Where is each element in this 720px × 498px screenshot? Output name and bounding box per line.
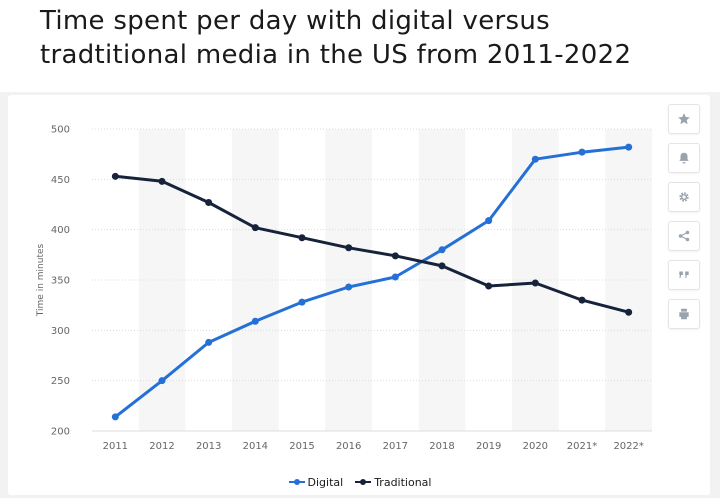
series-points — [111, 143, 633, 421]
notification-button[interactable] — [668, 143, 700, 173]
data-point-digital — [111, 413, 119, 421]
data-point-digital — [158, 377, 166, 385]
data-point-traditional — [485, 282, 493, 290]
data-point-digital — [205, 338, 213, 346]
gridlines — [92, 128, 652, 432]
x-tick-label: 2012 — [149, 441, 174, 452]
quote-icon — [677, 268, 691, 282]
data-point-digital — [578, 148, 586, 156]
y-tick-label: 300 — [51, 326, 70, 337]
data-point-traditional — [205, 198, 213, 206]
legend-item-traditional[interactable]: Traditional — [355, 476, 431, 489]
y-tick-label: 500 — [51, 125, 70, 136]
gear-icon — [677, 190, 691, 204]
y-tick-label: 350 — [51, 276, 70, 287]
data-point-digital — [391, 273, 399, 281]
y-tick-label: 200 — [51, 427, 70, 438]
data-point-traditional — [345, 244, 353, 252]
data-point-digital — [251, 317, 259, 325]
title-area: Time spent per day with digital versus t… — [0, 0, 720, 92]
bell-icon — [677, 151, 691, 165]
x-tick-label: 2016 — [336, 441, 361, 452]
data-point-traditional — [391, 252, 399, 260]
cite-button[interactable] — [668, 260, 700, 290]
series-line-digital — [114, 145, 629, 419]
series-line-traditional — [115, 174, 630, 314]
column-band — [418, 129, 466, 431]
share-icon — [677, 229, 691, 243]
data-point-traditional — [251, 224, 259, 232]
chart-card: 200 250 300 350 400 450 500 2011 2012 2013 2014 20… — [8, 95, 710, 495]
data-point-digital — [298, 298, 306, 306]
data-point-traditional — [111, 172, 119, 180]
y-tick-label: 450 — [51, 175, 70, 186]
legend-item-digital[interactable]: Digital — [288, 475, 344, 489]
favorite-button[interactable] — [668, 104, 700, 134]
x-tick-label: 2021* — [567, 441, 597, 452]
data-point-traditional — [531, 279, 539, 287]
x-tick-label: 2018 — [429, 441, 454, 452]
chart-legend: Digital Traditional — [0, 474, 720, 490]
y-tick-label: 250 — [51, 376, 70, 387]
x-tick-label: 2019 — [476, 441, 501, 452]
legend-swatch-digital — [288, 477, 305, 487]
data-point-traditional — [438, 262, 446, 270]
x-tick-label: 2015 — [289, 441, 314, 452]
x-tick-label: 2017 — [383, 441, 408, 452]
data-point-digital — [438, 246, 446, 254]
share-button[interactable] — [668, 221, 700, 251]
page-title: Time spent per day with digital versus t… — [40, 6, 632, 70]
settings-button[interactable] — [668, 182, 700, 212]
legend-label-digital: Digital — [307, 475, 344, 489]
star-icon — [677, 112, 691, 126]
x-axis-ticks: 2011 2012 2013 2014 2015 2016 2017 2018 2019 2020… — [103, 441, 644, 452]
data-point-traditional — [298, 234, 306, 242]
y-axis-ticks: 200 250 300 350 400 450 500 — [51, 125, 70, 438]
data-point-digital — [485, 217, 493, 225]
y-axis-label: Time in minutes — [36, 244, 46, 318]
data-point-digital — [531, 155, 539, 163]
chart-toolbar — [668, 104, 700, 338]
x-tick-label: 2020 — [523, 441, 548, 452]
legend-swatch-traditional — [355, 477, 372, 487]
x-tick-label: 2013 — [196, 441, 221, 452]
data-point-traditional — [578, 296, 586, 304]
x-tick-label: 2022* — [613, 441, 643, 452]
x-tick-label: 2014 — [243, 441, 268, 452]
print-icon — [677, 307, 691, 321]
series-lines — [114, 145, 630, 419]
legend-label-traditional: Traditional — [374, 475, 432, 489]
x-tick-label: 2011 — [103, 441, 128, 452]
data-point-digital — [625, 143, 633, 151]
print-button[interactable] — [668, 299, 700, 329]
data-point-digital — [345, 283, 353, 291]
column-band — [325, 129, 372, 431]
data-point-traditional — [625, 308, 633, 316]
y-tick-label: 400 — [51, 225, 70, 236]
data-point-traditional — [158, 177, 166, 185]
